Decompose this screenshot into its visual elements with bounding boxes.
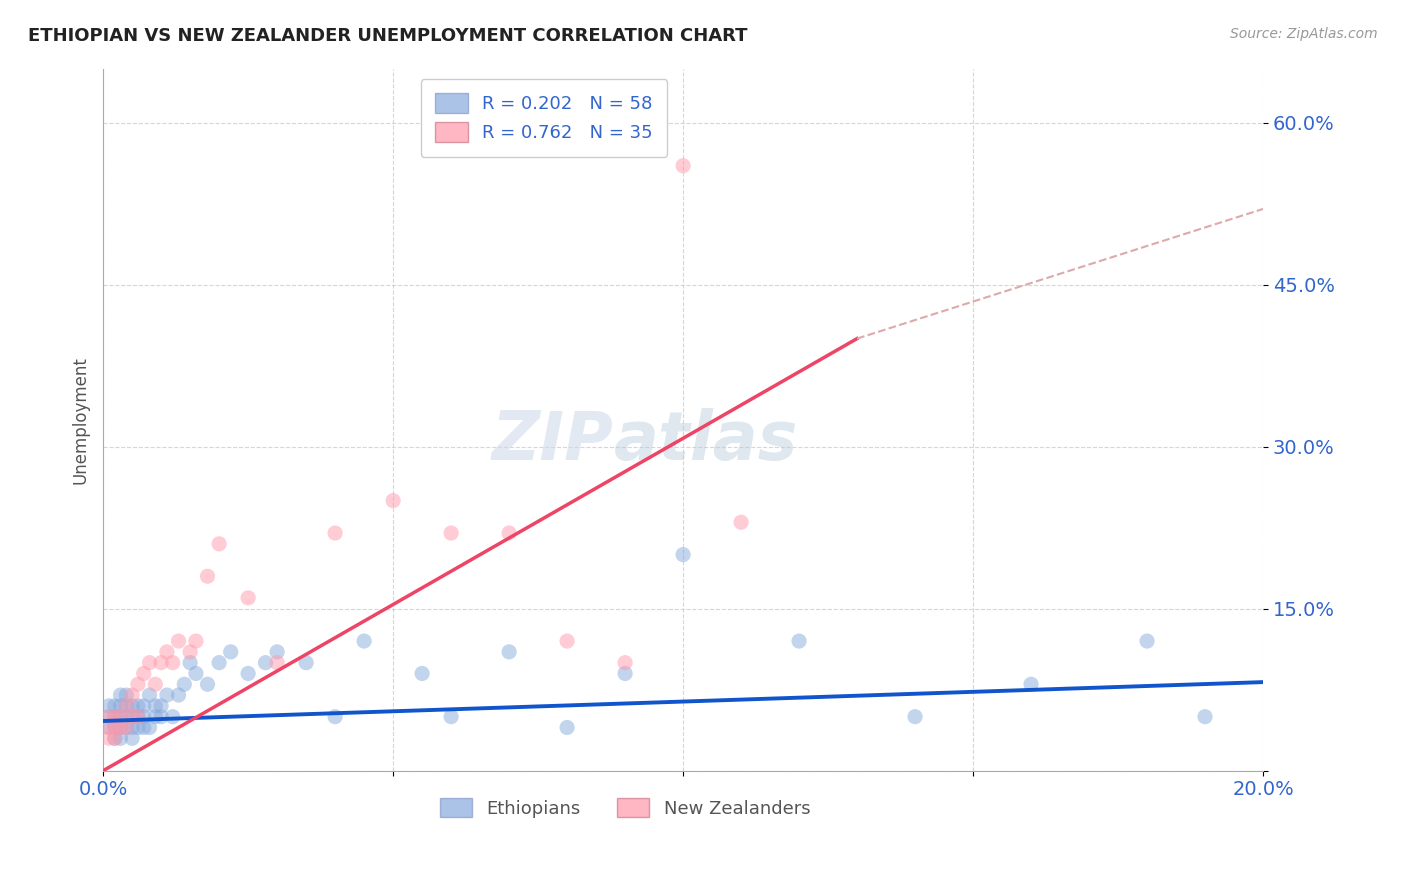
Point [197, 677, 219, 691]
Point [904, 709, 927, 723]
Point [162, 656, 184, 670]
Point [104, 721, 127, 735]
Point [143, 698, 166, 713]
Point [132, 698, 155, 713]
Point [440, 709, 463, 723]
Point [167, 634, 190, 648]
Point [110, 731, 132, 746]
Point [353, 634, 375, 648]
Point [127, 698, 149, 713]
Point [323, 709, 346, 723]
Point [672, 159, 695, 173]
Point [184, 634, 207, 648]
Point [104, 709, 127, 723]
Point [156, 645, 179, 659]
Point [236, 591, 259, 605]
Point [121, 709, 143, 723]
Point [173, 677, 195, 691]
Point [97, 721, 120, 735]
Text: ZIP: ZIP [492, 408, 613, 474]
Point [127, 709, 149, 723]
Point [104, 721, 127, 735]
Point [156, 688, 179, 702]
Point [150, 656, 173, 670]
Point [143, 677, 166, 691]
Point [498, 645, 520, 659]
Legend: Ethiopians, New Zealanders: Ethiopians, New Zealanders [433, 790, 818, 825]
Point [121, 688, 143, 702]
Point [208, 656, 231, 670]
Point [132, 666, 155, 681]
Point [115, 698, 138, 713]
Point [132, 721, 155, 735]
Point [132, 709, 155, 723]
Point [498, 526, 520, 541]
Point [555, 721, 578, 735]
Point [121, 698, 143, 713]
Point [295, 656, 318, 670]
Point [208, 537, 231, 551]
Text: Source: ZipAtlas.com: Source: ZipAtlas.com [1230, 27, 1378, 41]
Point [110, 698, 132, 713]
Point [266, 645, 288, 659]
Point [121, 721, 143, 735]
Point [150, 709, 173, 723]
Point [104, 709, 127, 723]
Point [110, 709, 132, 723]
Point [162, 709, 184, 723]
Point [614, 656, 637, 670]
Point [323, 526, 346, 541]
Point [121, 731, 143, 746]
Point [127, 709, 149, 723]
Point [1136, 634, 1159, 648]
Point [236, 666, 259, 681]
Point [184, 666, 207, 681]
Point [672, 548, 695, 562]
Point [97, 709, 120, 723]
Point [730, 515, 752, 529]
Point [440, 526, 463, 541]
Point [115, 688, 138, 702]
Point [97, 698, 120, 713]
Point [97, 721, 120, 735]
Point [104, 731, 127, 746]
Text: ETHIOPIAN VS NEW ZEALANDER UNEMPLOYMENT CORRELATION CHART: ETHIOPIAN VS NEW ZEALANDER UNEMPLOYMENT … [28, 27, 748, 45]
Point [411, 666, 433, 681]
Point [115, 721, 138, 735]
Point [97, 709, 120, 723]
Point [110, 709, 132, 723]
Point [266, 656, 288, 670]
Point [138, 656, 160, 670]
Point [115, 698, 138, 713]
Point [104, 731, 127, 746]
Point [254, 656, 277, 670]
Point [150, 698, 173, 713]
Point [121, 709, 143, 723]
Point [143, 709, 166, 723]
Point [555, 634, 578, 648]
Point [167, 688, 190, 702]
Point [197, 569, 219, 583]
Point [115, 709, 138, 723]
Point [382, 493, 405, 508]
Point [1194, 709, 1216, 723]
Point [614, 666, 637, 681]
Point [110, 688, 132, 702]
Point [110, 721, 132, 735]
Y-axis label: Unemployment: Unemployment [72, 356, 89, 483]
Point [1019, 677, 1042, 691]
Point [219, 645, 242, 659]
Point [787, 634, 810, 648]
Point [138, 721, 160, 735]
Point [179, 645, 201, 659]
Point [110, 721, 132, 735]
Point [179, 656, 201, 670]
Point [127, 721, 149, 735]
Point [127, 677, 149, 691]
Point [115, 721, 138, 735]
Point [138, 688, 160, 702]
Point [104, 698, 127, 713]
Text: atlas: atlas [613, 408, 797, 474]
Point [97, 731, 120, 746]
